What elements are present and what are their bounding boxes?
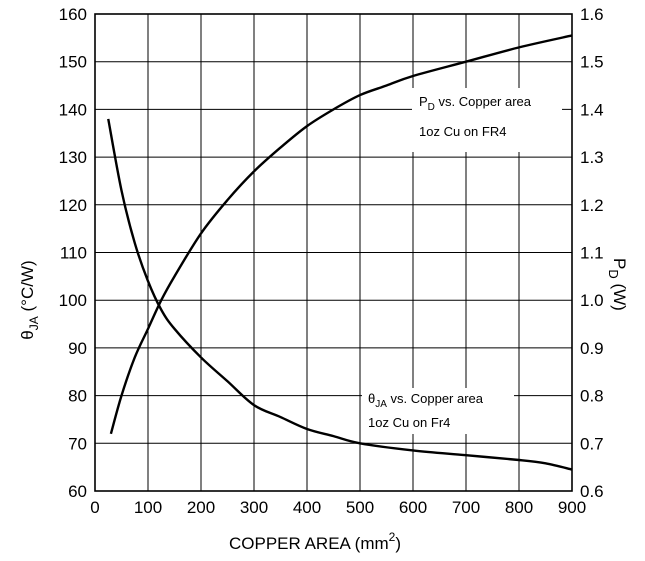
y-left-tick-label: 120 [59,196,87,215]
theta-annotation: θJA vs. Copper area [368,391,484,410]
y-left-tick-label: 90 [68,339,87,358]
pd-annotation-bg [412,88,562,152]
y-left-tick-label: 140 [59,100,87,119]
y-left-tick-label: 60 [68,482,87,501]
y-right-tick-label: 1.6 [580,5,604,24]
y-right-tick-labels: 0.6 0.7 0.8 0.9 1.0 1.1 1.2 1.3 1.4 1.5 1.6 [580,5,604,501]
y-right-tick-label: 1.1 [580,244,604,263]
y-left-axis-title: θJA (°C/W) [18,260,41,339]
data-curves [107,34,573,471]
x-tick-label: 900 [558,498,586,517]
y-left-tick-label: 110 [60,244,87,263]
y-right-tick-label: 1.5 [580,53,604,72]
y-left-tick-label: 160 [59,5,87,24]
x-tick-label: 800 [505,498,533,517]
theta-annotation-bg [362,388,514,434]
x-tick-label: 700 [452,498,480,517]
theta-ja-curve [107,118,573,471]
y-left-tick-label: 150 [59,53,87,72]
y-right-tick-label: 1.4 [580,100,604,119]
pd-annotation-line2: 1oz Cu on FR4 [419,124,506,139]
x-tick-label: 200 [187,498,215,517]
x-tick-label: 100 [134,498,162,517]
x-tick-label: 400 [293,498,321,517]
y-right-tick-label: 1.0 [580,291,604,310]
y-left-tick-label: 80 [68,387,87,406]
y-left-tick-label: 100 [59,291,87,310]
x-tick-label: 600 [399,498,427,517]
y-right-tick-label: 0.7 [580,434,604,453]
y-right-tick-label: 0.9 [580,339,604,358]
y-right-tick-label: 0.6 [580,482,604,501]
y-left-tick-label: 70 [68,434,87,453]
y-right-tick-label: 0.8 [580,387,604,406]
x-tick-label: 500 [346,498,374,517]
plot-frame [94,13,573,492]
y-right-tick-label: 1.3 [580,148,604,167]
y-right-tick-label: 1.2 [580,196,604,215]
y-left-tick-label: 130 [59,148,87,167]
x-tick-labels: 0 100 200 300 400 500 600 700 800 900 [90,498,586,517]
x-axis-title: COPPER AREA (mm2) [229,530,401,553]
theta-annotation-line2: 1oz Cu on Fr4 [368,415,450,430]
pd-curve [109,34,573,435]
x-tick-label: 0 [90,498,99,517]
x-tick-label: 300 [240,498,268,517]
pd-annotation: PD vs. Copper area [419,94,532,113]
y-right-axis-title: PD (W) [606,258,629,311]
y-left-tick-labels: 60 70 80 90 100 110 120 130 140 150 160 [59,5,87,501]
